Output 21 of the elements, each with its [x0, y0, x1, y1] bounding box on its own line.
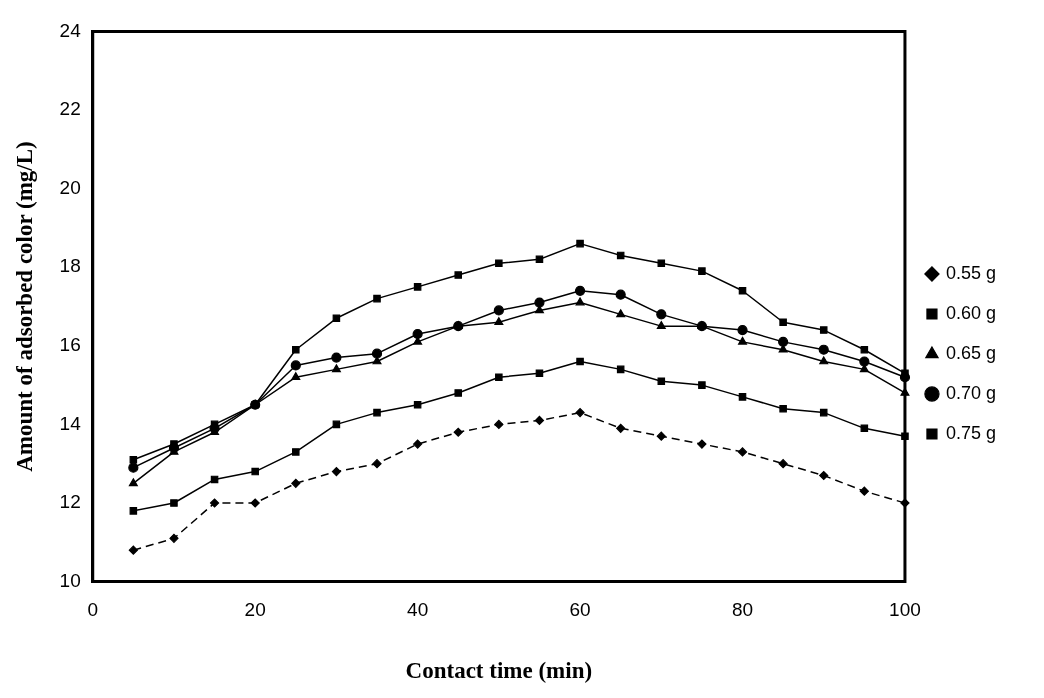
legend-label: 0.55 g [945, 262, 996, 283]
legend-label: 0.75 g [945, 422, 996, 443]
y-tick-label: 24 [59, 19, 82, 41]
x-tick-label: 60 [569, 599, 591, 621]
legend-label: 0.60 g [945, 302, 996, 323]
x-tick-label: 80 [731, 599, 754, 621]
legend-label: 0.70 g [945, 382, 996, 403]
y-tick-label: 14 [59, 412, 82, 434]
y-tick-label: 18 [59, 255, 81, 277]
y-axis-title: Amount of adsorbed color (mg/L) [11, 141, 37, 472]
y-tick-label: 16 [59, 334, 81, 356]
x-tick-label: 0 [87, 599, 99, 621]
y-tick-label: 22 [59, 98, 81, 120]
x-tick-label: 20 [244, 599, 266, 621]
y-tick-label: 10 [59, 569, 81, 591]
y-tick-label: 20 [59, 176, 81, 198]
x-tick-label: 100 [889, 599, 921, 621]
y-tick-label: 12 [59, 491, 81, 513]
legend-label: 0.65 g [945, 342, 996, 363]
x-tick-label: 40 [407, 599, 429, 621]
x-axis-title: Contact time (min) [405, 658, 593, 684]
